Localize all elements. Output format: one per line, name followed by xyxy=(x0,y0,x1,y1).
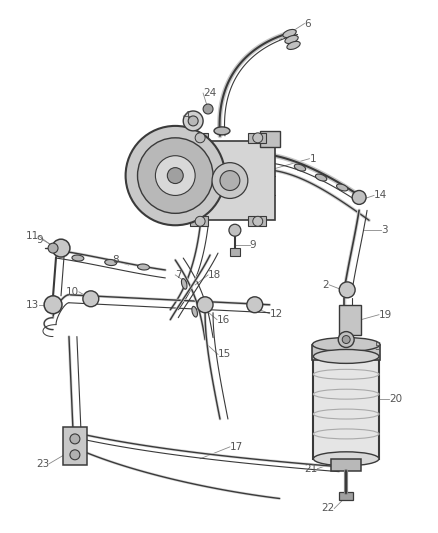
Text: 7: 7 xyxy=(175,270,182,280)
Bar xyxy=(190,133,208,143)
Ellipse shape xyxy=(287,42,300,50)
Bar xyxy=(260,131,279,147)
Circle shape xyxy=(70,450,80,460)
Bar xyxy=(230,248,240,256)
Ellipse shape xyxy=(315,174,327,181)
Ellipse shape xyxy=(294,164,306,171)
Circle shape xyxy=(183,111,203,131)
Ellipse shape xyxy=(312,337,380,351)
Bar xyxy=(190,216,208,226)
Text: 22: 22 xyxy=(321,504,334,513)
Circle shape xyxy=(247,297,263,313)
Circle shape xyxy=(83,291,99,307)
Bar xyxy=(185,141,275,220)
Text: 18: 18 xyxy=(208,270,221,280)
Text: 3: 3 xyxy=(381,225,388,235)
Circle shape xyxy=(138,138,213,213)
Ellipse shape xyxy=(285,35,298,44)
Text: 19: 19 xyxy=(379,310,392,320)
Circle shape xyxy=(220,171,240,190)
Circle shape xyxy=(229,224,241,236)
Bar xyxy=(339,491,353,499)
Ellipse shape xyxy=(283,29,296,37)
Circle shape xyxy=(52,239,70,257)
Circle shape xyxy=(339,282,355,298)
Circle shape xyxy=(195,133,205,143)
Circle shape xyxy=(70,434,80,444)
Text: 20: 20 xyxy=(389,394,402,404)
Bar xyxy=(248,216,266,226)
Circle shape xyxy=(188,116,198,126)
Circle shape xyxy=(44,296,62,314)
Circle shape xyxy=(126,126,225,225)
Text: 12: 12 xyxy=(270,309,283,319)
Circle shape xyxy=(48,243,58,253)
Ellipse shape xyxy=(336,184,348,191)
Bar xyxy=(339,305,361,335)
Circle shape xyxy=(212,163,248,198)
Circle shape xyxy=(338,332,354,348)
Text: 11: 11 xyxy=(26,231,39,241)
Text: 17: 17 xyxy=(230,442,243,452)
Ellipse shape xyxy=(105,260,117,265)
Circle shape xyxy=(167,168,183,183)
Text: 5: 5 xyxy=(374,343,381,352)
Text: 13: 13 xyxy=(26,300,39,310)
Text: 1: 1 xyxy=(309,154,316,164)
Bar xyxy=(63,427,87,465)
Text: 16: 16 xyxy=(217,314,230,325)
Bar xyxy=(331,459,361,471)
Text: 9: 9 xyxy=(250,240,256,250)
Text: 21: 21 xyxy=(304,464,318,474)
Circle shape xyxy=(342,336,350,343)
Ellipse shape xyxy=(314,452,379,466)
Bar xyxy=(314,354,379,459)
Ellipse shape xyxy=(181,279,187,289)
Text: 15: 15 xyxy=(218,350,231,359)
Text: 23: 23 xyxy=(36,459,49,469)
Text: 6: 6 xyxy=(304,19,311,29)
Ellipse shape xyxy=(314,350,379,364)
Ellipse shape xyxy=(72,255,84,261)
Circle shape xyxy=(155,156,195,196)
Text: 14: 14 xyxy=(374,190,387,200)
Text: 9: 9 xyxy=(36,235,43,245)
Circle shape xyxy=(253,216,263,226)
Ellipse shape xyxy=(138,264,149,270)
Circle shape xyxy=(195,216,205,226)
Circle shape xyxy=(253,133,263,143)
Bar xyxy=(248,133,266,143)
Text: 2: 2 xyxy=(323,280,329,290)
Ellipse shape xyxy=(214,127,230,135)
Circle shape xyxy=(203,104,213,114)
Text: 4: 4 xyxy=(183,111,190,121)
Circle shape xyxy=(197,297,213,313)
Ellipse shape xyxy=(192,306,198,317)
Text: 10: 10 xyxy=(66,287,79,297)
Circle shape xyxy=(352,190,366,204)
Text: 24: 24 xyxy=(203,88,216,98)
Bar xyxy=(312,344,380,360)
Text: 8: 8 xyxy=(113,255,119,265)
